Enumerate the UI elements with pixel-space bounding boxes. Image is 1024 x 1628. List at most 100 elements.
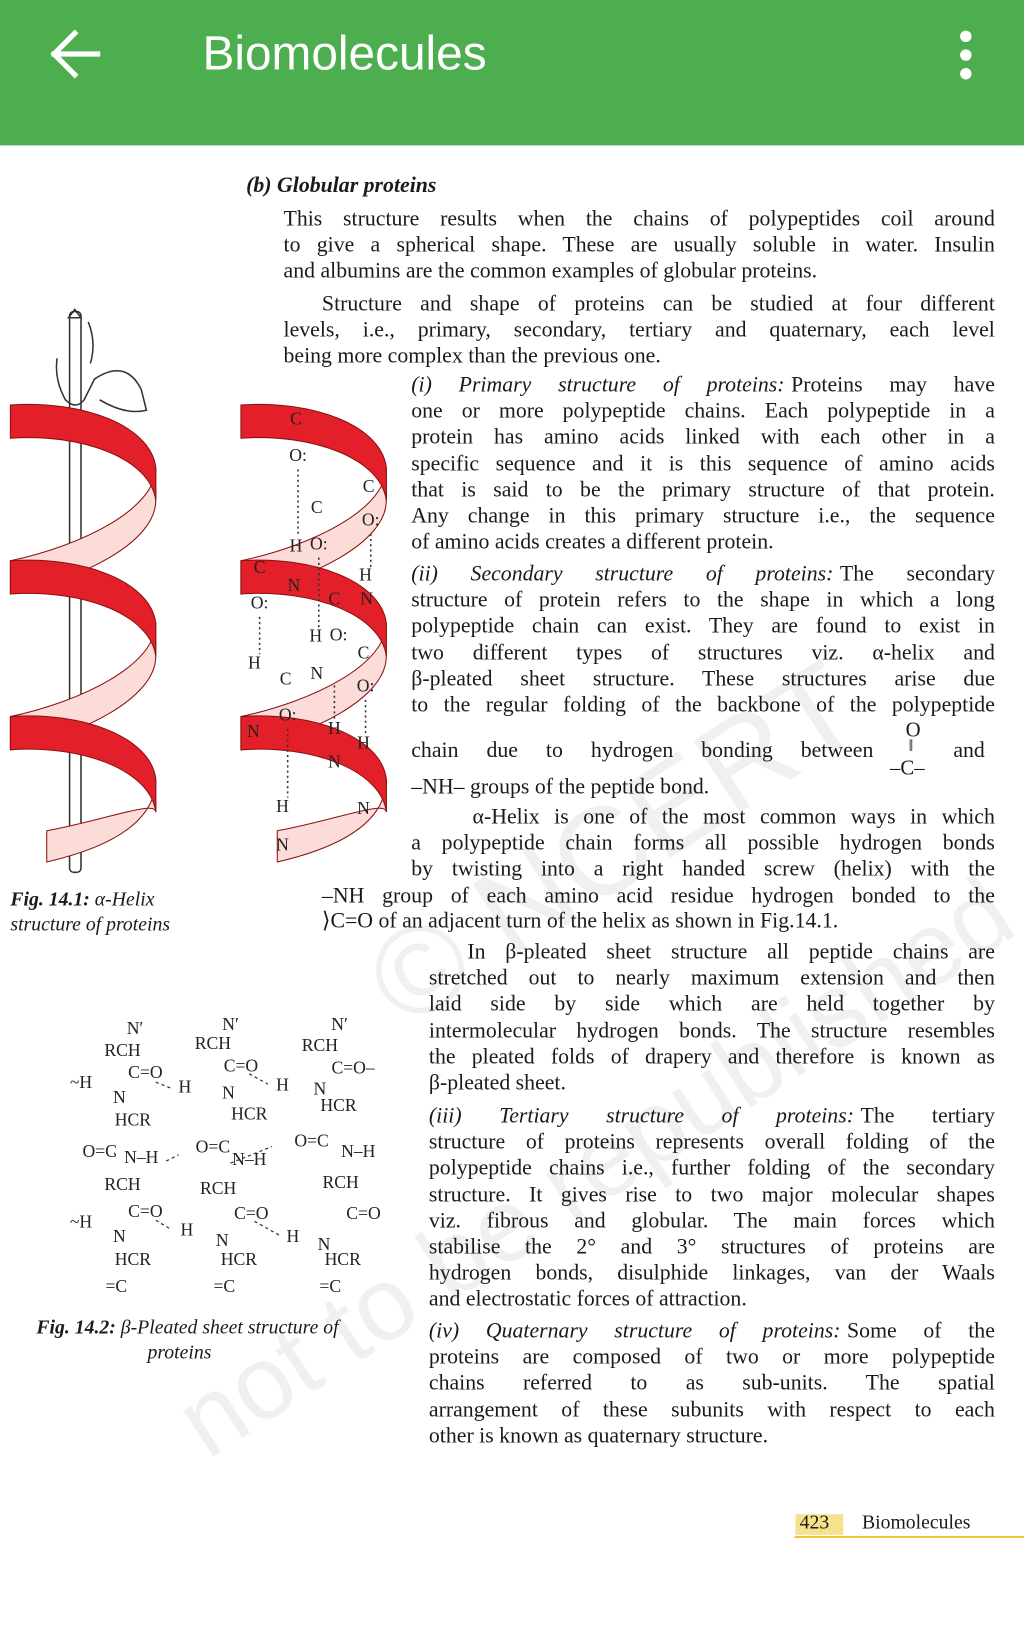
footer-title: Biomolecules [861,1512,971,1534]
text: protein has amino acids linked with each… [411,424,995,450]
structure-label: C [290,409,302,429]
text-line: laid side by side which are held togethe… [429,990,995,1017]
text-line: β-pleated sheet. [429,1069,995,1096]
structure-label: O=C [196,1137,230,1157]
text-line: and albumins are the common examples of … [284,257,995,284]
lead: (ii) Secondary structure of proteins: [411,560,834,586]
text: other is known as quaternary structure. [428,1422,769,1448]
structure-label: RCH [195,1033,232,1053]
text-line: (ii) Secondary structure of proteins: The… [411,560,995,587]
text: In β-pleated sheet structure all peptide… [467,938,995,964]
structure-label: HCR [115,1249,152,1269]
structure-label: C [329,588,341,608]
text: stabilise the 2° and 3° structures of pr… [428,1233,995,1259]
alpha-helix-bonds [240,403,387,863]
hydrogen-bonds [258,469,372,798]
structure-label: C=O [346,1203,381,1223]
text: by twisting into a right handed screw (h… [411,855,995,881]
structure-label: C=O [128,1201,163,1221]
text: polypeptide chain can exist. They are fo… [411,613,995,639]
lead: (i) Primary structure of proteins: [411,371,785,397]
structure-label: N [328,751,341,771]
text: the pleated folds of drapery and therefo… [428,1043,995,1069]
text: β-pleated sheet. [428,1069,566,1095]
text: Some of the [847,1317,995,1343]
structure-label: O=C [82,1141,116,1161]
text-line: polypeptide chains i.e., further folding… [429,1154,995,1181]
text: structure of proteins represents overall… [428,1129,995,1154]
structure-label: N [113,1226,126,1246]
text-line: –NH group of each amino acid residue hyd… [322,882,995,909]
structure-label: RCH [104,1040,141,1060]
structure-label: N [222,1083,235,1103]
caption: β-Pleated sheet structure of [120,1316,339,1339]
structure-label: N [313,1078,326,1098]
text: stretched out to nearly maximum extensio… [428,964,995,990]
text: to the regular folding of the backbone o… [411,691,995,717]
text: a polypeptide chain forms all possible h… [411,829,995,855]
structure-label: N–H [124,1147,159,1167]
text: structure. It gives rise to two major mo… [428,1181,995,1207]
structure-label: N′ [127,1018,144,1038]
structure-label: ~H [70,1072,93,1092]
text-line: other is known as quaternary structure. [429,1421,995,1448]
text: proteins are composed of two or more pol… [428,1344,995,1369]
structure-label: N–H [232,1149,267,1169]
text-line: Structure and shape of proteins can be s… [322,290,995,317]
text-line: levels, i.e., primary, secondary, tertia… [284,316,995,343]
text-line: protein has amino acids linked with each… [411,423,995,450]
structure-label: C [358,642,370,662]
text: Proteins may have [791,371,995,397]
structure-label: O=C [294,1130,328,1150]
structure-label: C [280,668,292,688]
text: specific sequence and it is this sequenc… [411,450,995,476]
text-line: This structure results when the chains o… [284,205,995,232]
structure-label: H [328,718,341,738]
structure-label: N′ [222,1014,239,1034]
structure-label: HCR [231,1103,268,1123]
text: Any change in this primary structure i.e… [411,502,995,528]
formula-bottom: –C– [889,757,925,780]
section-heading: (b) Globular proteins [246,172,437,198]
overflow-menu[interactable] [960,30,972,80]
structure-label: N [310,663,323,683]
text: ⟩C=O of an adjacent turn of the helix as… [321,907,839,933]
structure-label: RCH [302,1035,339,1055]
text-line: (iv) Quaternary structure of proteins: So… [429,1317,995,1344]
figure-label: Fig. 14.2: [36,1316,116,1339]
text-line: viz. fibrous and globular. The main forc… [429,1207,995,1234]
structure-label: =C [213,1276,235,1296]
text: hydrogen bonds, disulphide linkages, van… [428,1259,995,1285]
text-line: two different types of structures viz. α… [411,638,995,665]
text-line: arrangement of these subunits with respe… [429,1395,995,1422]
structure-label: HCR [115,1110,152,1130]
back-arrow[interactable] [50,29,101,79]
structure-label: =C [105,1276,127,1296]
structure-label: RCH [322,1172,359,1192]
structure-label: O: [362,509,380,529]
structure-label: C=O [234,1203,269,1223]
text-line: being more complex than the previous one… [284,342,995,369]
structure-label: N [318,1234,331,1254]
structure-label: =C [319,1276,341,1296]
structure-label: H [276,796,289,816]
text-line: and electrostatic forces of attraction. [429,1285,995,1312]
text: chains referred to as sub-units. The spa… [428,1370,995,1396]
text-line: of amino acids creates a different prote… [411,528,995,555]
text: being more complex than the previous one… [283,343,661,369]
structure-label: H [359,564,372,584]
structure-label: O: [357,676,375,696]
structure-label: HCR [221,1249,258,1269]
text: This structure results when the chains o… [283,205,995,231]
structure-label: N [216,1230,229,1250]
structure-label: N [288,575,301,595]
structure-label: N [357,798,370,818]
text-line: by twisting into a right handed screw (h… [411,855,995,882]
text-line: intermolecular hydrogen bonds. The struc… [429,1016,995,1043]
structure-label: H [286,1226,299,1246]
text-line: β-pleated sheet structure. These structu… [411,664,995,691]
structure-label: N [276,834,289,854]
structure-label: C=O– [331,1058,374,1078]
text-line: α-Helix is one of the most common ways i… [473,803,995,830]
